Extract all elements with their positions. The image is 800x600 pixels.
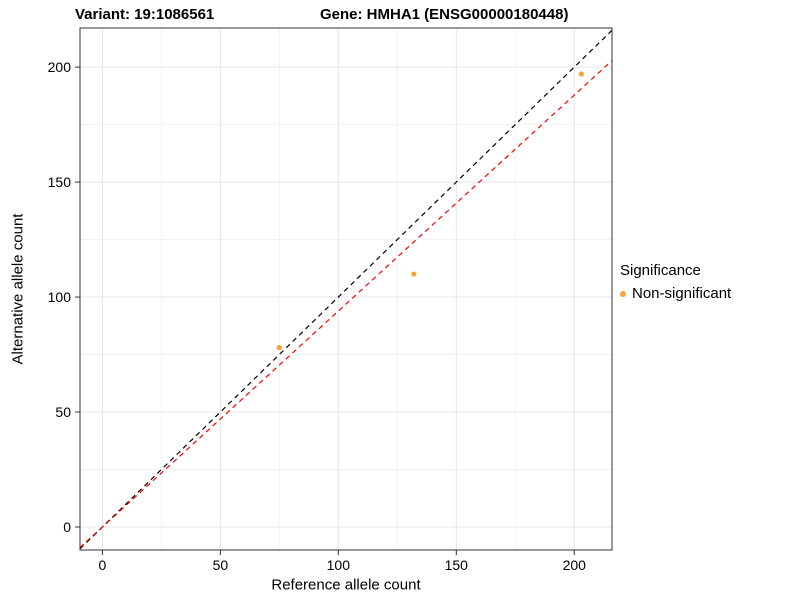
x-tick-label: 150 bbox=[445, 557, 469, 573]
data-point bbox=[578, 71, 584, 77]
legend-title: Significance bbox=[620, 262, 701, 279]
legend-item-label: Non-significant bbox=[632, 285, 732, 302]
gridlines bbox=[80, 28, 612, 550]
data-point bbox=[276, 345, 282, 351]
legend: Significance Non-significant bbox=[620, 262, 731, 302]
axis-ticks: 0 50 100 150 200 0 50 100 150 200 bbox=[48, 59, 587, 573]
x-tick-label: 0 bbox=[99, 557, 107, 573]
data-point bbox=[411, 271, 417, 277]
y-axis-title: Alternative allele count bbox=[9, 213, 27, 365]
x-tick-label: 50 bbox=[213, 557, 229, 573]
x-axis-title: Reference allele count bbox=[271, 576, 421, 594]
y-tick-label: 200 bbox=[48, 59, 72, 75]
x-tick-label: 200 bbox=[563, 557, 587, 573]
legend-point-icon bbox=[620, 290, 626, 297]
y-tick-label: 0 bbox=[63, 519, 71, 535]
x-tick-label: 100 bbox=[327, 557, 351, 573]
variant-title: Variant: 19:1086561 bbox=[75, 6, 215, 23]
y-tick-label: 150 bbox=[48, 174, 72, 190]
panel-border bbox=[79, 27, 613, 551]
data-points bbox=[276, 71, 584, 351]
gene-title: Gene: HMHA1 (ENSG00000180448) bbox=[320, 6, 569, 23]
y-tick-label: 100 bbox=[48, 289, 72, 305]
legend-item-non-significant: Non-significant bbox=[620, 285, 731, 302]
fitted-line bbox=[80, 60, 612, 548]
y-tick-label: 50 bbox=[55, 404, 71, 420]
reference-lines bbox=[80, 29, 612, 550]
identity-line bbox=[80, 29, 612, 550]
